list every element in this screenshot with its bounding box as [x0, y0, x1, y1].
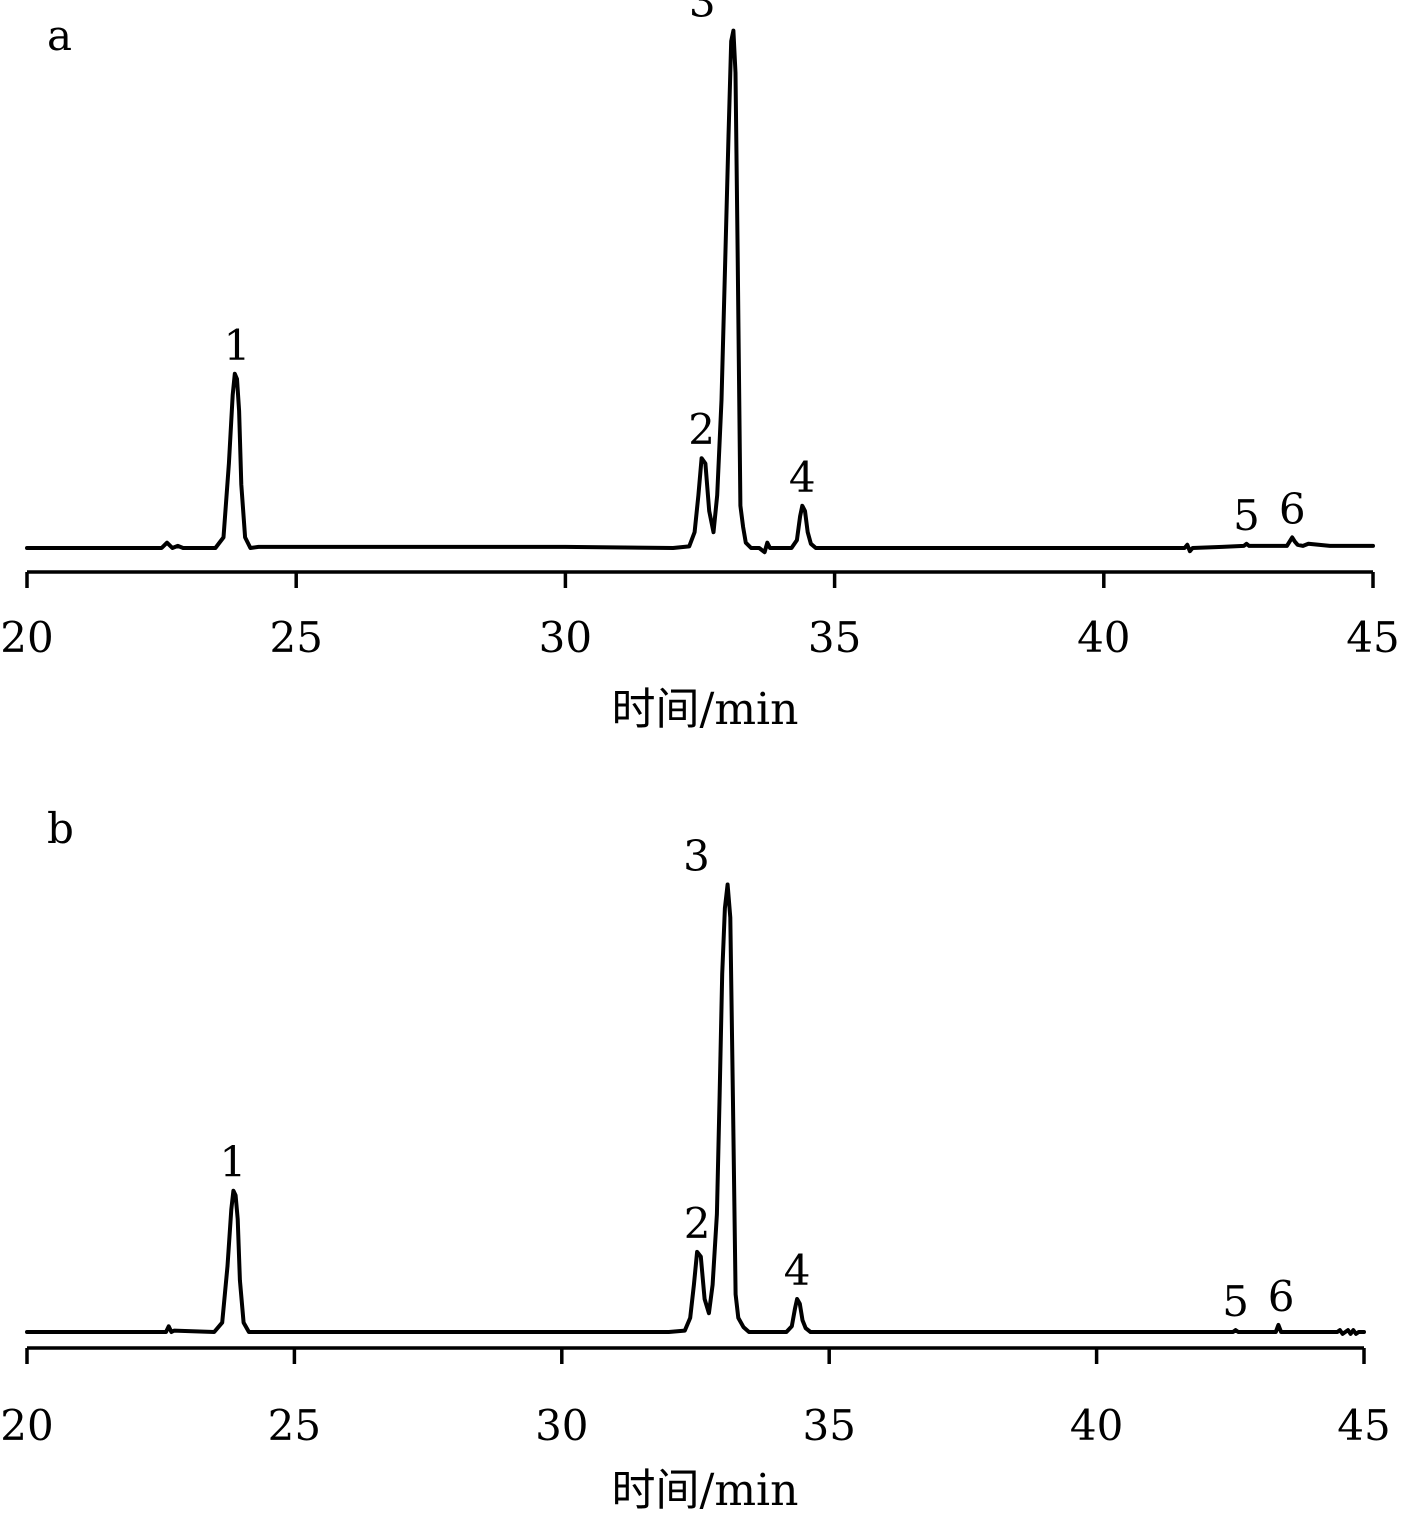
panel-a-peak-labels: 1 2 3 4 5 6: [224, 0, 1306, 540]
x-tick-label: 40: [1077, 613, 1130, 662]
x-tick-label: 20: [0, 613, 53, 662]
x-tick-label: 25: [268, 1401, 321, 1450]
panel-b-x-axis-title: 时间/min: [612, 1465, 799, 1515]
peak-label: 6: [1268, 1272, 1295, 1321]
x-tick-label: 45: [1346, 613, 1399, 662]
peak-label: 2: [684, 1199, 711, 1248]
panel-b-letter: b: [47, 804, 74, 853]
x-tick-label: 25: [269, 613, 322, 662]
peak-label: 2: [688, 405, 715, 454]
x-tick-label: 30: [539, 613, 592, 662]
x-tick-label: 45: [1337, 1401, 1390, 1450]
panel-b-peak-labels: 1 2 3 4 5 6: [220, 832, 1295, 1327]
x-tick-label: 40: [1070, 1401, 1123, 1450]
panel-a-x-axis: 20 25 30 35 40 45: [0, 570, 1400, 662]
peak-label: 5: [1222, 1277, 1249, 1326]
x-tick-label: 35: [808, 613, 861, 662]
x-tick-label: 30: [535, 1401, 588, 1450]
peak-label: 4: [789, 453, 816, 502]
x-tick-label: 35: [802, 1401, 855, 1450]
peak-label: 4: [784, 1246, 811, 1295]
peak-label: 3: [689, 0, 716, 27]
peak-label: 6: [1279, 484, 1306, 533]
peak-label: 1: [220, 1138, 247, 1187]
x-tick-label: 20: [0, 1401, 53, 1450]
peak-label: 3: [683, 832, 710, 881]
peak-label: 1: [224, 321, 251, 370]
panel-b-trace: [25, 882, 1366, 1336]
peak-label: 5: [1233, 491, 1260, 540]
panel-a-letter: a: [47, 11, 72, 60]
panel-a-x-axis-title: 时间/min: [612, 684, 799, 735]
panel-a-trace: [25, 28, 1375, 555]
panel-b-x-axis: 20 25 30 35 40 45: [0, 1346, 1391, 1450]
